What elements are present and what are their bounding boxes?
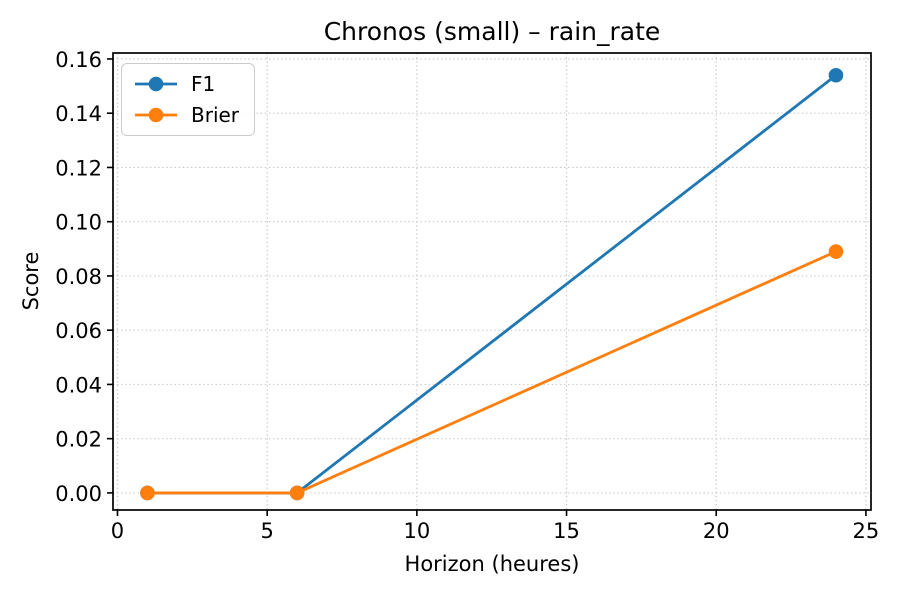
- x-tick-label: 10: [403, 519, 430, 543]
- chart-title: Chronos (small) – rain_rate: [323, 17, 661, 46]
- axes-spines: [112, 52, 872, 511]
- legend-line-marker-icon: [135, 76, 177, 92]
- series-marker-brier: [140, 485, 155, 501]
- x-tick-label: 5: [260, 519, 273, 543]
- series-marker-f1: [828, 67, 844, 83]
- y-axis-label: Score: [19, 251, 43, 311]
- y-tick-label: 0.02: [55, 428, 102, 452]
- y-tick-label: 0.04: [55, 373, 102, 397]
- legend: F1 Brier: [121, 63, 256, 136]
- y-tick-label: 0.10: [55, 211, 102, 235]
- y-tick-label: 0.16: [55, 48, 102, 72]
- y-tick-label: 0.12: [55, 156, 102, 180]
- legend-label: F1: [191, 72, 216, 96]
- legend-label: Brier: [191, 103, 240, 127]
- y-tick-label: 0.00: [55, 482, 102, 506]
- x-tick-label: 25: [853, 519, 880, 543]
- legend-line-marker-icon: [135, 107, 177, 123]
- series-line-brier: [146, 250, 838, 495]
- x-tick-label: 0: [111, 519, 124, 543]
- x-axis-label: Horizon (heures): [404, 552, 580, 576]
- x-tick-label: 15: [553, 519, 580, 543]
- x-tick-label: 20: [703, 519, 730, 543]
- legend-item-brier: Brier: [133, 103, 239, 127]
- series-line-f1: [146, 73, 838, 495]
- y-tick-label: 0.14: [55, 102, 102, 126]
- y-tick-label: 0.08: [55, 265, 102, 289]
- series-marker-brier: [828, 244, 844, 259]
- y-tick-label: 0.06: [55, 319, 102, 343]
- legend-item-f1: F1: [133, 72, 239, 96]
- series-marker-brier: [289, 485, 305, 501]
